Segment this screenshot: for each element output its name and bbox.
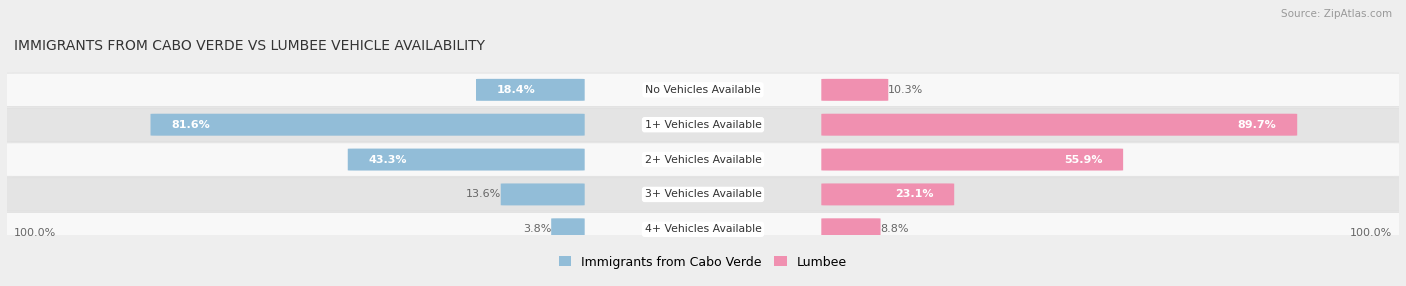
Text: 100.0%: 100.0% [1350,229,1392,239]
FancyBboxPatch shape [821,218,880,240]
Text: 23.1%: 23.1% [894,189,934,199]
FancyBboxPatch shape [551,218,585,240]
FancyBboxPatch shape [150,114,585,136]
Text: 43.3%: 43.3% [368,154,408,164]
FancyBboxPatch shape [0,178,1406,211]
FancyBboxPatch shape [821,114,1298,136]
FancyBboxPatch shape [0,73,1406,107]
Text: 100.0%: 100.0% [14,229,56,239]
Text: IMMIGRANTS FROM CABO VERDE VS LUMBEE VEHICLE AVAILABILITY: IMMIGRANTS FROM CABO VERDE VS LUMBEE VEH… [14,39,485,53]
Text: 10.3%: 10.3% [889,85,924,95]
FancyBboxPatch shape [0,108,1406,142]
Text: 89.7%: 89.7% [1237,120,1277,130]
FancyBboxPatch shape [477,79,585,101]
Text: 55.9%: 55.9% [1064,154,1102,164]
Text: 3+ Vehicles Available: 3+ Vehicles Available [644,189,762,199]
FancyBboxPatch shape [821,149,1123,170]
FancyBboxPatch shape [821,79,889,101]
FancyBboxPatch shape [347,149,585,170]
Text: No Vehicles Available: No Vehicles Available [645,85,761,95]
Text: 3.8%: 3.8% [523,224,551,234]
Text: 18.4%: 18.4% [496,85,536,95]
Text: Source: ZipAtlas.com: Source: ZipAtlas.com [1281,9,1392,19]
FancyBboxPatch shape [821,183,955,205]
Text: 13.6%: 13.6% [465,189,501,199]
Text: 81.6%: 81.6% [172,120,209,130]
Text: 8.8%: 8.8% [880,224,910,234]
Text: 1+ Vehicles Available: 1+ Vehicles Available [644,120,762,130]
FancyBboxPatch shape [0,212,1406,246]
Text: 2+ Vehicles Available: 2+ Vehicles Available [644,154,762,164]
FancyBboxPatch shape [501,183,585,205]
FancyBboxPatch shape [0,143,1406,176]
Text: 4+ Vehicles Available: 4+ Vehicles Available [644,224,762,234]
Legend: Immigrants from Cabo Verde, Lumbee: Immigrants from Cabo Verde, Lumbee [560,255,846,269]
